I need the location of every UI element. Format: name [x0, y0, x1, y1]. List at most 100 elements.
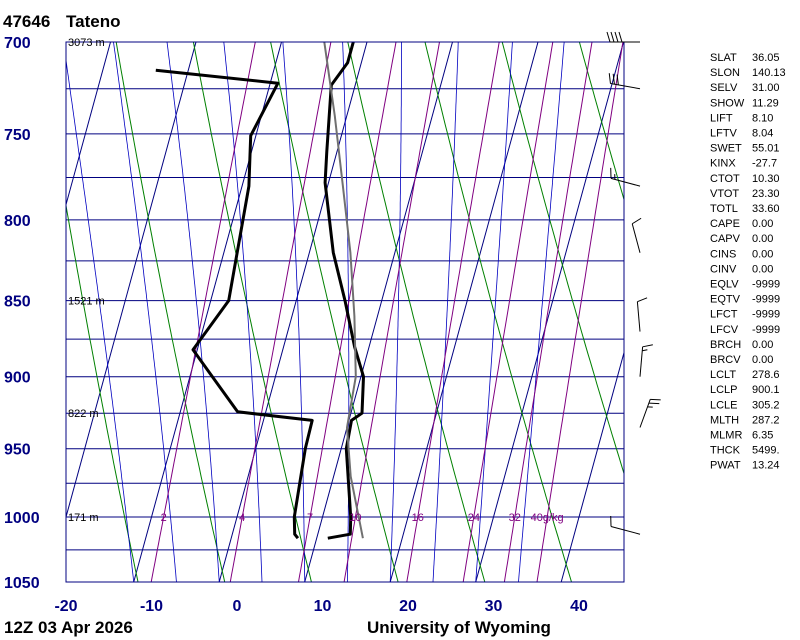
index-value: 0.00 [752, 218, 773, 230]
mixing-ratio-label: 16 [412, 512, 424, 524]
index-value: 10.30 [752, 173, 780, 185]
index-key: CAPV [710, 233, 741, 245]
sounding-profiles [155, 41, 365, 540]
wind-barb-flag [610, 31, 615, 43]
moist-adiabat-line [389, 42, 402, 582]
index-key: LCLP [710, 384, 738, 396]
pressure-tick-label: 950 [4, 442, 31, 459]
dry-adiabat-line [192, 42, 312, 582]
temperature-profile-line [323, 41, 365, 540]
wind-barb-flag [618, 31, 623, 43]
wind-barb-staff [639, 399, 651, 428]
pressure-tick-label: 750 [4, 127, 31, 144]
index-value: 0.00 [752, 248, 773, 260]
mixing-ratio-line [229, 42, 332, 582]
index-key: SELV [710, 82, 738, 94]
index-key: SLON [710, 67, 740, 79]
height-label: 3073 m [68, 37, 105, 49]
index-key: CINV [710, 263, 737, 275]
temperature-tick-label: -20 [54, 598, 77, 615]
wind-barb-staff [610, 177, 641, 187]
index-key: PWAT [710, 460, 741, 472]
pressure-tick-label: 800 [4, 213, 31, 230]
credit-label: University of Wyoming [367, 618, 551, 637]
dry-adiabat-line [66, 202, 139, 582]
wind-barb-staff [610, 525, 641, 535]
index-value: 900.1 [752, 384, 780, 396]
pressure-tick-label: 900 [4, 370, 31, 387]
index-key: BRCH [710, 339, 741, 351]
index-value: 8.04 [752, 128, 773, 140]
mixing-ratio-label: 2 [161, 512, 167, 524]
wind-barb-flag [637, 297, 648, 303]
mixing-ratio-line [343, 42, 440, 582]
wind-barb-flag [612, 73, 615, 85]
wind-barb-flag [650, 398, 661, 401]
station-name: Tateno [66, 12, 120, 31]
index-key: EQLV [710, 279, 739, 291]
wind-barb [636, 297, 648, 332]
isotherm-line [66, 42, 111, 207]
isotherm-line [389, 42, 539, 582]
index-value: 55.01 [752, 143, 780, 155]
mixing-ratio-label: 4 [239, 512, 245, 524]
index-value: -27.7 [752, 158, 777, 170]
mixing-ratio-lines [150, 42, 624, 582]
index-value: -9999 [752, 294, 780, 306]
isotherm-line [66, 42, 197, 519]
index-value: 33.60 [752, 203, 780, 215]
wind-barb-flag [616, 74, 619, 85]
dry-adiabat-line [578, 42, 624, 202]
index-key: KINX [710, 158, 736, 170]
index-key: SLAT [710, 52, 737, 64]
index-key: MLTH [710, 414, 739, 426]
index-value: 0.00 [752, 354, 773, 366]
moist-adiabat-line [166, 42, 220, 582]
pressure-tick-label: 850 [4, 294, 31, 311]
wind-barbs [606, 31, 661, 535]
wind-barb-flag [606, 31, 611, 43]
wind-barb-staff [610, 83, 641, 90]
index-value: 0.00 [752, 263, 773, 275]
index-key: TOTL [710, 203, 738, 215]
index-key: SHOW [710, 97, 745, 109]
index-value: 140.13 [752, 67, 786, 79]
dry-adiabat-line [115, 42, 226, 582]
height-label: 822 m [68, 408, 99, 420]
wind-barb-staff [639, 346, 644, 377]
isotherm-line [475, 42, 624, 582]
wind-barb [610, 516, 641, 535]
index-key: LIFT [710, 112, 733, 124]
index-value: -9999 [752, 324, 780, 336]
stability-indices: SLAT 36.05 SLON 140.13 SELV 31.00 SHOW 11.29 LIF… [710, 52, 786, 472]
parcel-profile-line [323, 41, 364, 539]
dry-adiabat-line [501, 42, 624, 476]
index-key: CINS [710, 248, 736, 260]
moist-adiabat-line [113, 42, 177, 582]
temperature-tick-label: 40 [570, 598, 588, 615]
moist-adiabat-line [475, 42, 513, 582]
index-value: -9999 [752, 309, 780, 321]
index-key: LFTV [710, 128, 738, 140]
index-value: 0.00 [752, 233, 773, 245]
station-id: 47646 [3, 12, 50, 31]
index-value: 305.2 [752, 399, 780, 411]
dry-adiabat-line [270, 42, 399, 582]
wind-barb [639, 398, 661, 428]
moist-adiabat-lines [66, 42, 565, 582]
observation-time: 12Z 03 Apr 2026 [4, 618, 133, 637]
mixing-ratio-label: 24 [468, 512, 480, 524]
mixing-ratio-label: 10 [349, 512, 361, 524]
wind-barb-flag [648, 402, 660, 405]
wind-barb-half-flag [642, 349, 648, 352]
mixing-ratio-line [150, 42, 256, 582]
wind-barb-staff [636, 301, 641, 332]
moist-adiabat-line [342, 42, 350, 582]
isotherm-line [133, 42, 282, 582]
index-value: 8.10 [752, 112, 773, 124]
temperature-tick-label: 20 [399, 598, 417, 615]
pressure-tick-label: 700 [4, 35, 31, 52]
mixing-ratio-label: 40g/kg [531, 512, 564, 524]
index-key: LCLE [710, 399, 738, 411]
isotherm-line [560, 350, 624, 582]
